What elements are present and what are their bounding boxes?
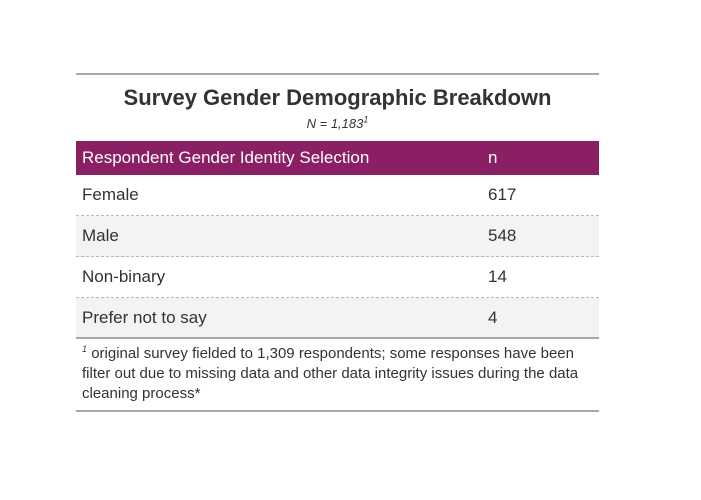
table-title: Survey Gender Demographic Breakdown [123,85,552,110]
demographic-table: Survey Gender Demographic Breakdown N = … [76,73,599,412]
table-top-rule [76,73,599,75]
footnote-text: original survey fielded to 1,309 respond… [82,345,579,402]
row-count: 617 [488,185,517,204]
table-row: Non-binary 14 [76,257,599,298]
table-footnote: 1 original survey fielded to 1,309 respo… [76,339,599,412]
footnote-mark: 1 [82,344,88,354]
row-label: Female [82,185,139,204]
table-row: Male 548 [76,216,599,257]
header-label-column: Respondent Gender Identity Selection [82,148,370,167]
subtitle-text: N = 1,183 [306,116,364,131]
table-subtitle: N = 1,1831 [76,115,599,135]
subtitle-footnote-mark: 1 [363,114,369,125]
row-count: 548 [488,226,517,245]
table-header-row: Respondent Gender Identity Selection n [76,141,599,175]
table-row: Female 617 [76,175,599,216]
row-label: Male [82,226,119,245]
row-label: Prefer not to say [82,307,207,327]
row-count: 4 [488,307,498,327]
header-n-column: n [488,148,498,167]
table-row: Prefer not to say 4 [76,298,599,339]
row-count: 14 [488,267,507,286]
row-label: Non-binary [82,267,166,286]
